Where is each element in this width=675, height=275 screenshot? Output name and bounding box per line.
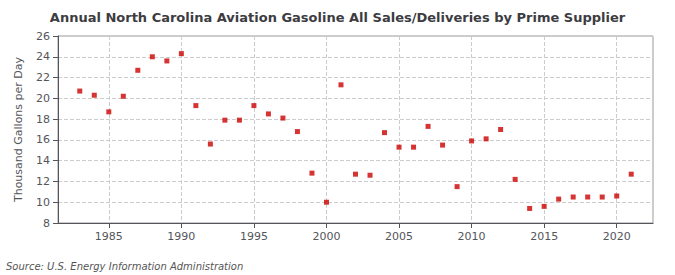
svg-text:Source: U.S. Energy Informatio: Source: U.S. Energy Information Administ… [6,261,243,272]
svg-text:1995: 1995 [240,230,268,243]
svg-text:12: 12 [36,175,50,188]
svg-text:Annual North Carolina Aviation: Annual North Carolina Aviation Gasoline … [50,10,626,25]
svg-text:26: 26 [36,30,50,43]
svg-text:1985: 1985 [95,230,123,243]
svg-text:22: 22 [36,71,50,84]
svg-text:18: 18 [36,113,50,126]
svg-text:8: 8 [43,217,50,230]
svg-text:2000: 2000 [312,230,340,243]
svg-text:14: 14 [36,154,50,167]
svg-text:2005: 2005 [385,230,413,243]
svg-text:2010: 2010 [458,230,486,243]
svg-text:20: 20 [36,92,50,105]
svg-text:Thousand Gallons per Day: Thousand Gallons per Day [12,56,25,203]
svg-text:16: 16 [36,133,50,146]
svg-text:1990: 1990 [167,230,195,243]
svg-text:2020: 2020 [603,230,631,243]
svg-text:10: 10 [36,196,50,209]
svg-text:24: 24 [36,50,50,63]
svg-text:2015: 2015 [530,230,558,243]
